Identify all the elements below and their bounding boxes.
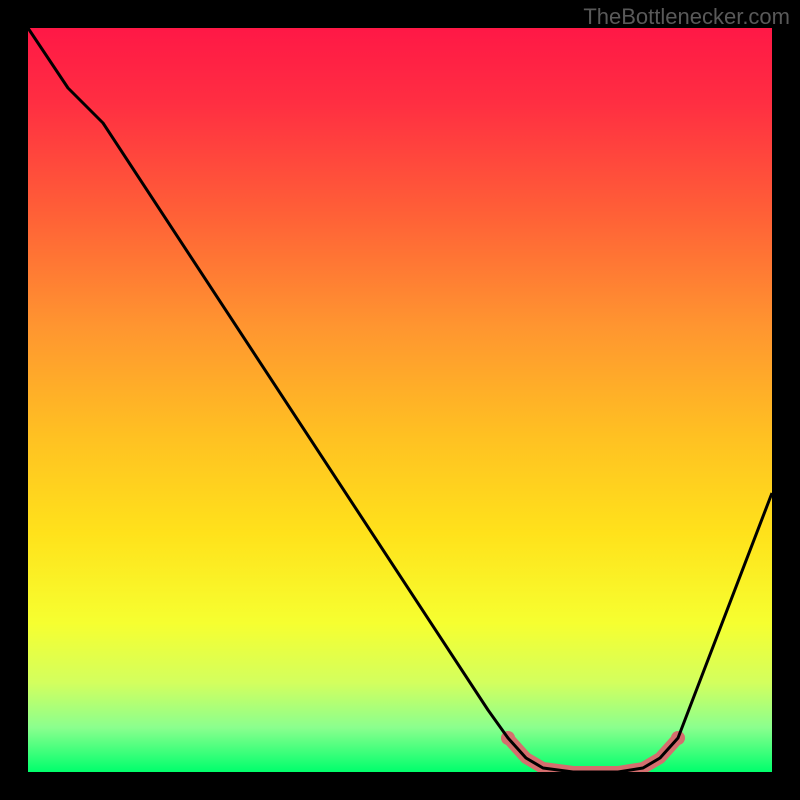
chart-plot-area [28,28,772,772]
chart-curve-layer [28,28,772,772]
watermark-text: TheBottlenecker.com [583,4,790,30]
bottleneck-curve [28,28,772,772]
bottleneck-highlight-segment [508,738,678,772]
